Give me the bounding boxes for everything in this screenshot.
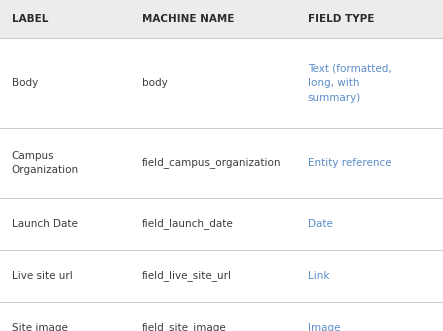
Text: field_site_image: field_site_image	[142, 322, 226, 331]
Bar	[0, 38, 443, 128]
Text: Launch Date: Launch Date	[12, 219, 78, 229]
Text: field_launch_date: field_launch_date	[142, 218, 233, 229]
Text: Live site url: Live site url	[12, 271, 73, 281]
Bar	[0, 302, 443, 331]
Text: Site image: Site image	[12, 323, 68, 331]
Bar	[0, 0, 443, 38]
Bar	[0, 128, 443, 198]
Text: Text (formatted,
long, with
summary): Text (formatted, long, with summary)	[308, 63, 392, 103]
Text: body: body	[142, 78, 167, 88]
Text: MACHINE NAME: MACHINE NAME	[142, 14, 234, 24]
Text: Campus
Organization: Campus Organization	[12, 151, 79, 175]
Text: Date: Date	[308, 219, 333, 229]
Text: field_campus_organization: field_campus_organization	[142, 158, 281, 168]
Text: Image: Image	[308, 323, 340, 331]
Text: Body: Body	[12, 78, 38, 88]
Bar	[0, 250, 443, 302]
Text: field_live_site_url: field_live_site_url	[142, 270, 232, 281]
Text: LABEL: LABEL	[12, 14, 48, 24]
Bar	[0, 198, 443, 250]
Text: FIELD TYPE: FIELD TYPE	[308, 14, 374, 24]
Text: Link: Link	[308, 271, 329, 281]
Text: Entity reference: Entity reference	[308, 158, 391, 168]
